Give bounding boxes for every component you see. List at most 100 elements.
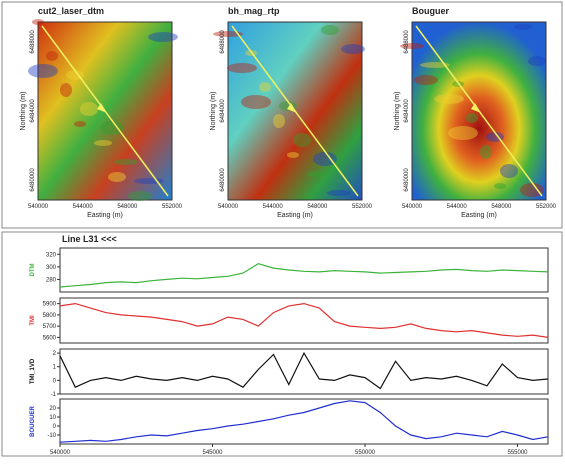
map-y-label: Northing (m) [210,92,217,131]
map-texture [341,44,365,54]
map-texture [60,83,72,97]
map-x-tick-label: 548000 [491,204,512,210]
map-x-tick-label: 540000 [218,204,239,210]
y-tick-label: -1 [51,392,57,398]
y-axis-label: TMI [30,315,36,326]
map-texture [400,43,424,49]
y-tick-label: 20 [49,406,56,412]
map-y-tick-label: 6480000 [404,168,410,192]
map-x-tick-label: 544000 [73,204,94,210]
y-tick-label: -10 [47,433,56,439]
x-tick-label: 540000 [50,450,71,456]
plot-frame [59,247,549,293]
map-x-label: Easting (m) [277,212,313,219]
y-tick-label: 320 [46,252,57,258]
map-texture [134,178,164,184]
map-x-tick-label: 540000 [402,204,423,210]
profile-title: Line L31 <<< [62,234,117,244]
map-y-tick-label: 6480000 [30,168,36,192]
y-tick-label: 0 [53,424,57,430]
map-texture [293,133,311,147]
profiles: 280300320DTM5600570058005900TMI-1012TMI_… [30,247,549,456]
map-texture [520,183,544,197]
y-tick-label: 300 [46,265,57,271]
map-texture [480,145,492,159]
profile-arrow [97,103,107,113]
map-y-tick-label: 6488000 [30,30,36,54]
map-texture [321,25,339,35]
map-y-label: Northing (m) [394,92,401,131]
map-y-tick-label: 6484000 [220,99,226,123]
map-x-label: Easting (m) [87,212,123,219]
map-texture [213,31,243,37]
x-tick-label: 550000 [355,450,376,456]
profile-arrow [471,103,481,113]
map-x-tick-label: 552000 [352,204,373,210]
profile-line [59,263,549,288]
map-texture [100,121,124,135]
plot-frame [59,348,549,395]
map-texture [32,19,44,25]
plot-frame [59,297,549,344]
y-tick-label: 5900 [43,302,57,308]
y-axis-label: TMI_1VD [30,358,36,384]
map-texture [307,171,325,177]
y-tick-label: 5700 [43,324,57,330]
profile-line [59,351,549,390]
map-texture [420,62,450,68]
map-texture [494,183,506,189]
map-x-tick-label: 540000 [28,204,49,210]
map-texture [500,164,518,178]
map-texture [448,126,478,140]
map-texture [80,102,98,116]
map-texture [414,75,438,85]
map-texture [434,94,464,104]
map-texture [327,190,351,196]
profile-arrow [287,103,297,113]
map-texture [313,152,337,166]
map-y-tick-label: 6484000 [404,99,410,123]
map-texture [108,172,126,182]
map-title: cut2_laser_dtm [38,6,104,16]
y-tick-label: 10 [49,415,56,421]
profile-line [59,400,549,443]
profile-line [59,302,549,338]
map-title: Bouguer [412,6,449,16]
x-tick-label: 545000 [202,450,223,456]
map-y-tick-label: 6484000 [30,99,36,123]
x-tick-label: 555000 [507,450,528,456]
map-texture [28,64,58,78]
map-texture [46,51,58,61]
y-tick-label: 280 [46,277,57,283]
map-texture [528,56,546,66]
map-y-tick-label: 6480000 [220,168,226,192]
map-texture [74,121,86,127]
map-texture [287,152,299,158]
map-x-tick-label: 552000 [162,204,183,210]
map-texture [466,113,478,123]
map-title: bh_mag_rtp [228,6,280,16]
map-texture [94,140,112,146]
map-x-tick-label: 548000 [117,204,138,210]
map-texture [227,63,257,73]
y-tick-label: 0 [53,378,57,384]
map-x-tick-label: 544000 [263,204,284,210]
map-texture [148,32,178,42]
map-y-label: Northing (m) [20,92,27,131]
y-tick-label: 5600 [43,335,57,341]
map-texture [259,82,271,92]
map-x-tick-label: 552000 [536,204,557,210]
map-texture [241,95,271,109]
y-tick-label: 5800 [43,313,57,319]
map-y-tick-label: 6488000 [220,30,226,54]
map-texture [273,114,285,128]
map-texture [128,191,152,201]
y-axis-label: BOUGUER [30,406,36,437]
y-tick-label: 1 [53,365,57,371]
map-x-tick-label: 548000 [307,204,328,210]
map-x-tick-label: 544000 [447,204,468,210]
map-texture [514,24,532,30]
map-texture [114,159,138,165]
y-axis-label: DTM [30,264,36,277]
